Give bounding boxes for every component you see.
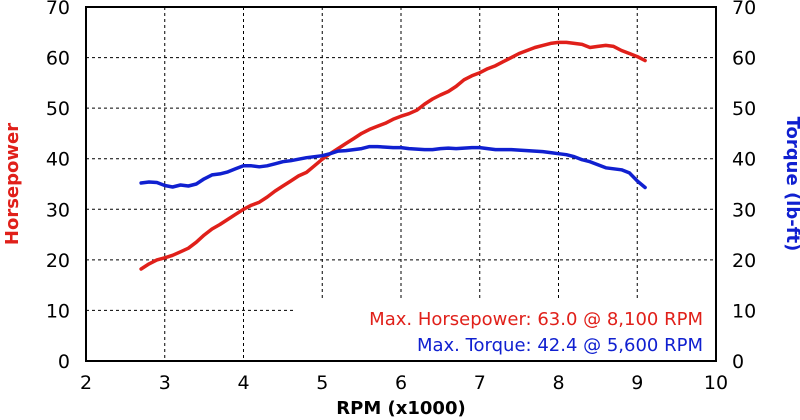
x-tick-label: 9 xyxy=(631,372,643,394)
y-right-tick-label: 0 xyxy=(732,351,744,373)
x-tick-labels: 2 3 4 5 6 7 8 9 10 xyxy=(80,372,728,394)
y-right-tick-label: 60 xyxy=(732,48,756,70)
torque-line xyxy=(139,144,647,190)
plot-frame xyxy=(85,6,717,362)
series-lines xyxy=(139,40,647,271)
y-right-axis-title: Torque (lb-ft) xyxy=(782,117,800,252)
y-right-tick-label: 30 xyxy=(732,199,756,221)
y-right-tick-label: 40 xyxy=(732,149,756,171)
y-right-tick-label: 20 xyxy=(732,250,756,272)
y-left-tick-label: 10 xyxy=(46,300,70,322)
y-left-tick-labels: 0 10 20 30 40 50 60 70 xyxy=(46,0,70,373)
x-tick-label: 6 xyxy=(395,372,407,394)
y-left-tick-label: 30 xyxy=(46,199,70,221)
y-left-axis-title: Horsepower xyxy=(2,123,23,245)
y-left-tick-label: 20 xyxy=(46,250,70,272)
annotation-box xyxy=(294,298,714,360)
x-tick-label: 3 xyxy=(159,372,171,394)
y-right-tick-label: 50 xyxy=(732,98,756,120)
y-left-tick-label: 40 xyxy=(46,149,70,171)
max-values-annotation: Max. Horsepower: 63.0 @ 8,100 RPM Max. T… xyxy=(294,298,714,360)
y-right-tick-labels: 0 10 20 30 40 50 60 70 xyxy=(732,0,756,373)
y-left-tick-label: 60 xyxy=(46,48,70,70)
max-horsepower-annotation: Max. Horsepower: 63.0 @ 8,100 RPM xyxy=(369,309,703,330)
x-tick-label: 8 xyxy=(552,372,564,394)
y-right-tick-label: 70 xyxy=(732,0,756,19)
max-torque-annotation: Max. Torque: 42.4 @ 5,600 RPM xyxy=(417,335,703,356)
y-left-tick-label: 0 xyxy=(58,351,70,373)
x-axis-title: RPM (x1000) xyxy=(336,398,465,419)
x-tick-label: 7 xyxy=(474,372,486,394)
horsepower-line xyxy=(139,40,647,271)
x-tick-label: 2 xyxy=(80,372,92,394)
x-tick-label: 10 xyxy=(704,372,728,394)
y-right-tick-label: 10 xyxy=(732,300,756,322)
y-left-tick-label: 70 xyxy=(46,0,70,19)
y-left-tick-label: 50 xyxy=(46,98,70,120)
x-tick-label: 4 xyxy=(237,372,249,394)
x-tick-label: 5 xyxy=(316,372,328,394)
